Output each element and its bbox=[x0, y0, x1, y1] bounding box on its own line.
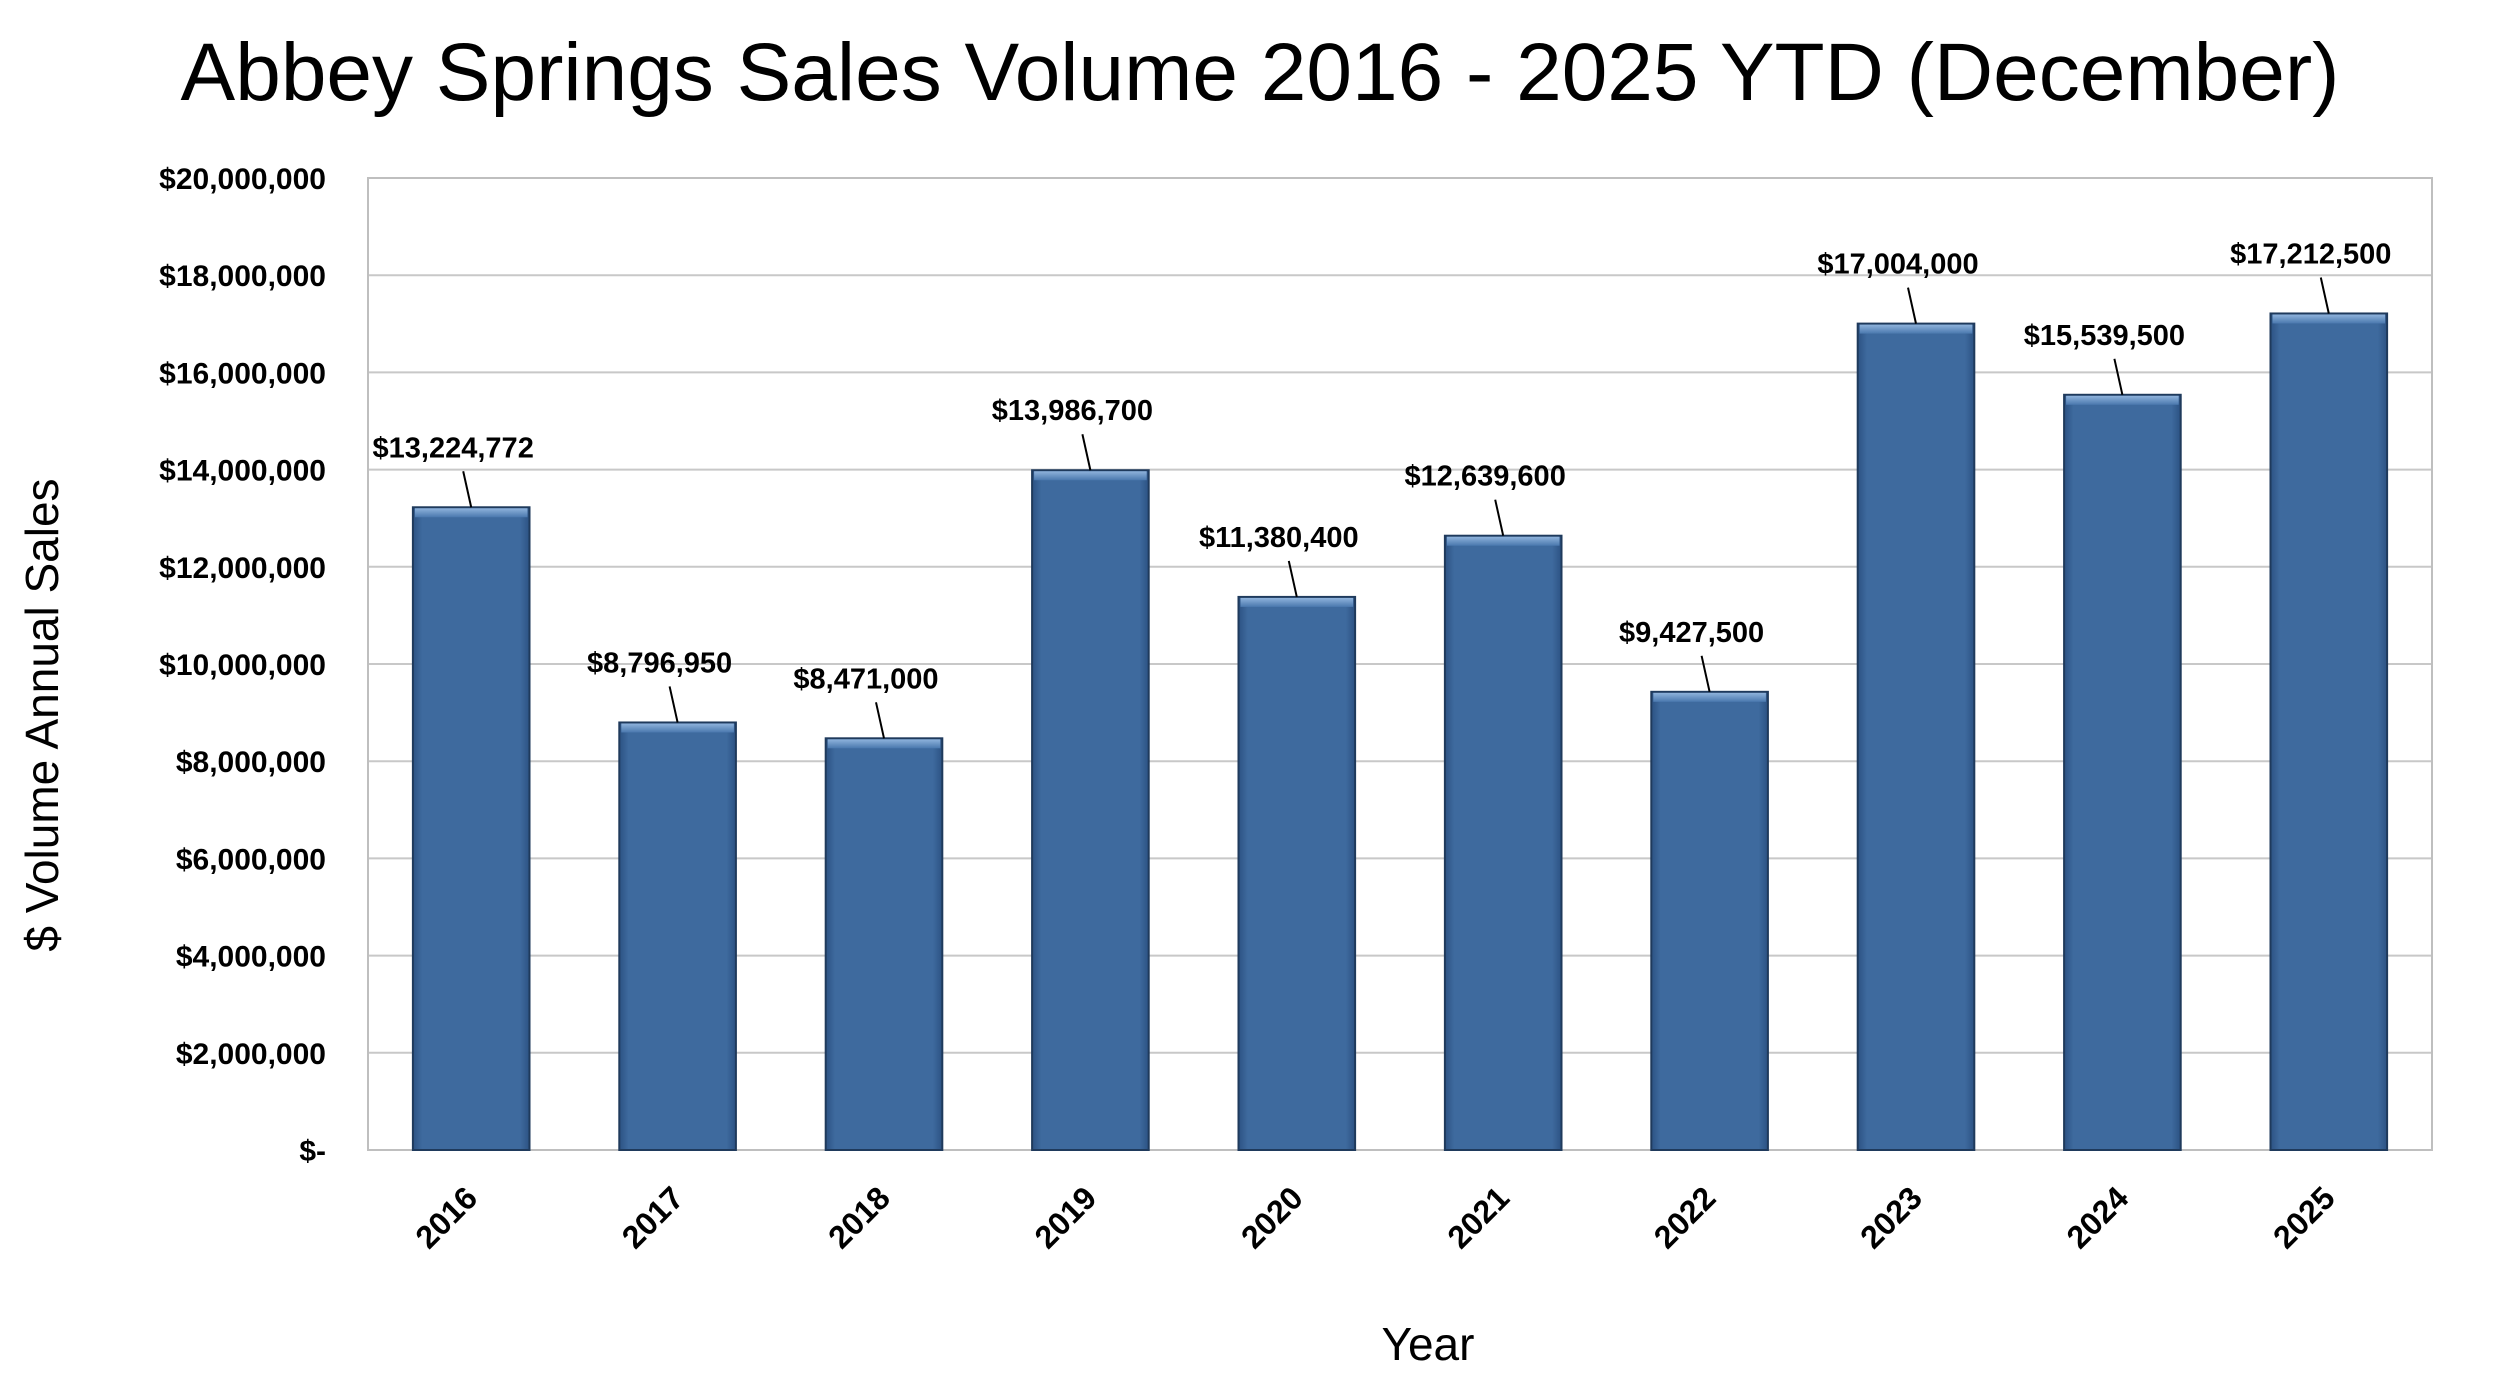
bar-bevel bbox=[1240, 597, 1354, 607]
label-leader-line bbox=[1081, 434, 1092, 471]
x-tick-label: 2020 bbox=[1234, 1179, 1310, 1255]
y-tick-label: $18,000,000 bbox=[159, 260, 326, 293]
label-leader-line bbox=[1287, 560, 1298, 598]
bar bbox=[1237, 595, 1357, 1151]
y-tick-label: $8,000,000 bbox=[176, 746, 326, 779]
y-tick-label: $6,000,000 bbox=[176, 843, 326, 876]
bar-bevel bbox=[2272, 314, 2386, 324]
bar-body bbox=[1650, 690, 1769, 1151]
y-tick-label: $2,000,000 bbox=[176, 1038, 326, 1071]
bar-bevel bbox=[1446, 536, 1560, 546]
data-label: $12,639,600 bbox=[1405, 461, 1566, 493]
data-labels: $13,224,772 $8,796,950 $8,471,000 $13,986,7… bbox=[373, 238, 2392, 695]
bar bbox=[411, 506, 531, 1152]
bar bbox=[618, 721, 737, 1151]
x-tick-label: 2022 bbox=[1647, 1179, 1723, 1255]
y-axis-label: $ Volume Annual Sales bbox=[16, 478, 68, 951]
label-leader-line bbox=[1494, 499, 1505, 536]
label-leader-line bbox=[1907, 287, 1917, 324]
x-tick-label: 2021 bbox=[1440, 1179, 1516, 1255]
x-tick-label: 2023 bbox=[1853, 1179, 1929, 1255]
bars bbox=[411, 312, 2389, 1152]
chart-title: Abbey Springs Sales Volume 2016 - 2025 Y… bbox=[181, 27, 2340, 118]
x-tick-label: 2025 bbox=[2266, 1179, 2342, 1255]
data-label: $13,986,700 bbox=[992, 395, 1153, 427]
bar-body bbox=[1237, 595, 1357, 1151]
label-leader-line bbox=[668, 686, 679, 723]
label-leader-line bbox=[875, 702, 885, 739]
data-label: $17,004,000 bbox=[1817, 249, 1978, 281]
y-tick-label: $4,000,000 bbox=[176, 941, 326, 974]
bar-body bbox=[618, 721, 737, 1151]
bar bbox=[1650, 690, 1769, 1151]
y-tick-label: $12,000,000 bbox=[159, 552, 326, 585]
data-label: $15,539,500 bbox=[2024, 320, 2185, 352]
bar-bevel bbox=[827, 739, 941, 749]
y-tick-label: $20,000,000 bbox=[159, 163, 326, 196]
bar-body bbox=[2269, 312, 2389, 1152]
bar-bevel bbox=[1653, 692, 1766, 702]
x-tick-label: 2017 bbox=[615, 1179, 691, 1255]
bar bbox=[2063, 393, 2182, 1152]
x-tick-label: 2018 bbox=[821, 1179, 897, 1255]
label-leader-lines bbox=[462, 277, 2330, 739]
bar-bevel bbox=[2066, 395, 2179, 405]
data-label: $11,380,400 bbox=[1199, 522, 1359, 554]
data-label: $17,212,500 bbox=[2230, 238, 2391, 270]
bar-bevel bbox=[621, 723, 734, 733]
bar bbox=[824, 737, 944, 1151]
data-label: $13,224,772 bbox=[373, 432, 534, 464]
y-tick-label: $- bbox=[299, 1135, 326, 1168]
y-tick-label: $10,000,000 bbox=[159, 649, 326, 682]
bar-bevel bbox=[1034, 471, 1147, 481]
bar bbox=[2269, 312, 2389, 1152]
label-leader-line bbox=[462, 471, 473, 508]
x-tick-label: 2019 bbox=[1028, 1179, 1104, 1255]
x-tick-label: 2016 bbox=[408, 1179, 484, 1255]
bar-body bbox=[824, 737, 944, 1151]
label-leader-line bbox=[1700, 655, 1711, 693]
y-tick-label: $16,000,000 bbox=[159, 357, 326, 390]
bar-body bbox=[1443, 534, 1563, 1151]
bar bbox=[1856, 322, 1976, 1151]
x-tick-label: 2024 bbox=[2060, 1179, 2136, 1255]
bar-body bbox=[1856, 322, 1976, 1151]
bar-body bbox=[411, 506, 531, 1152]
label-leader-line bbox=[2319, 277, 2330, 314]
x-axis-label: Year bbox=[1382, 1318, 1475, 1370]
data-label: $9,427,500 bbox=[1619, 617, 1764, 649]
y-axis-ticks: $- $2,000,000 $4,000,000 $6,000,000 $8,000,0… bbox=[159, 163, 326, 1168]
data-label: $8,471,000 bbox=[793, 663, 938, 695]
bar-bevel bbox=[1859, 324, 1973, 334]
x-axis-ticks: 2016 2017 2018 2019 2020 2021 2022 2023 2024 2025 bbox=[408, 1179, 2341, 1255]
bar-body bbox=[1031, 469, 1150, 1151]
plot-area bbox=[367, 177, 2433, 1151]
bar bbox=[1443, 534, 1563, 1151]
data-label: $8,796,950 bbox=[587, 647, 732, 679]
bar bbox=[1031, 469, 1150, 1151]
label-leader-line bbox=[2113, 358, 2124, 395]
y-tick-label: $14,000,000 bbox=[159, 455, 326, 488]
bar-body bbox=[2063, 393, 2182, 1152]
bar-bevel bbox=[414, 508, 528, 518]
